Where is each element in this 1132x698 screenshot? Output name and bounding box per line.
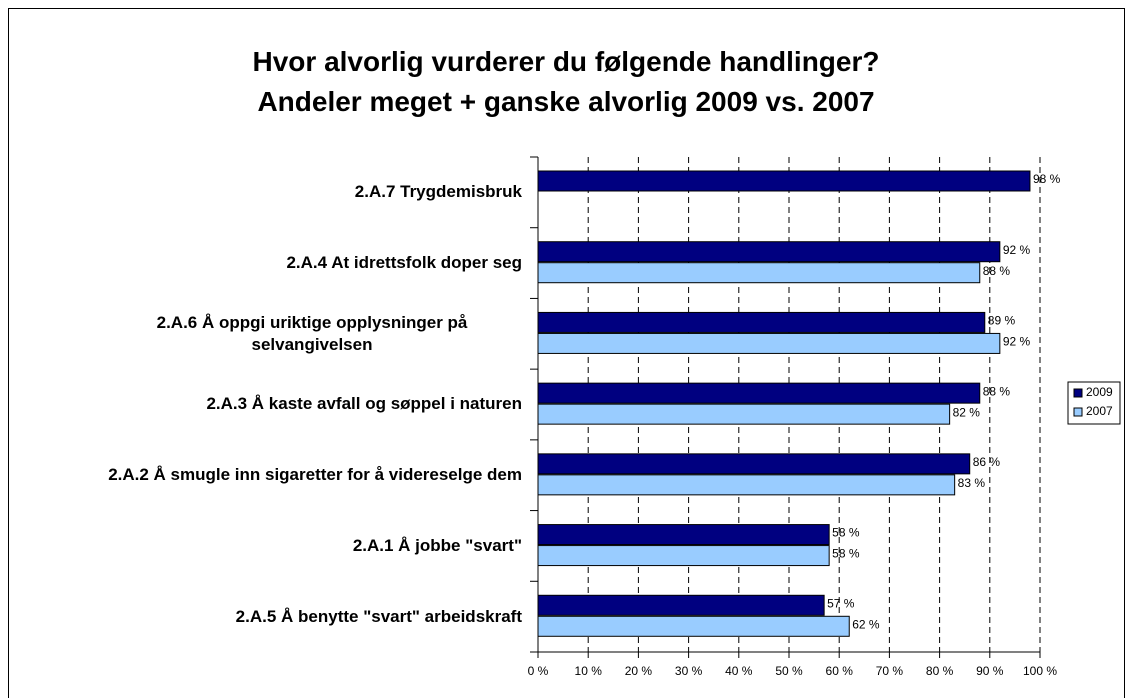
legend-label: 2009 <box>1086 385 1113 399</box>
legend-swatch <box>1073 407 1083 417</box>
x-tick-label: 20 % <box>625 664 653 678</box>
bar <box>537 615 850 637</box>
bar <box>537 453 971 475</box>
bar <box>537 241 1001 263</box>
x-tick-label: 90 % <box>976 664 1004 678</box>
x-tick-label: 80 % <box>926 664 954 678</box>
y-tick-label-text: 2.A.4 At idrettsfolk doper seg <box>286 253 522 273</box>
y-tick-label-text: 2.A.6 Å oppgi uriktige opplysninger på s… <box>156 312 468 354</box>
value-label: 58 % <box>832 547 860 561</box>
bar <box>537 403 951 425</box>
value-label: 92 % <box>1003 243 1031 257</box>
y-tick-label-text: 2.A.7 Trygdemisbruk <box>354 182 522 202</box>
value-label: 58 % <box>832 526 860 540</box>
x-tick-label: 50 % <box>775 664 803 678</box>
y-tick-label: 2.A.2 Å smugle inn sigaretter for å vide… <box>102 445 522 506</box>
y-tick-label: 2.A.3 Å kaste avfall og søppel i naturen <box>102 374 522 435</box>
bar <box>537 524 830 546</box>
frame <box>8 8 1125 698</box>
bar <box>537 474 956 496</box>
value-label: 82 % <box>953 405 981 419</box>
bar <box>537 545 830 567</box>
value-label: 86 % <box>973 455 1001 469</box>
x-tick-label: 100 % <box>1023 664 1057 678</box>
value-label: 89 % <box>988 314 1016 328</box>
value-label: 88 % <box>983 384 1011 398</box>
y-tick-label: 2.A.6 Å oppgi uriktige opplysninger på s… <box>102 303 522 364</box>
y-tick-label-text: 2.A.5 Å benytte "svart" arbeidskraft <box>235 606 522 626</box>
x-tick-label: 30 % <box>675 664 703 678</box>
legend-box <box>1067 381 1121 425</box>
legend-label: 2007 <box>1086 404 1113 418</box>
bar <box>537 311 986 333</box>
value-label: 88 % <box>983 264 1011 278</box>
y-tick-label: 2.A.5 Å benytte "svart" arbeidskraft <box>102 586 522 647</box>
value-label: 83 % <box>958 476 986 490</box>
x-tick-label: 40 % <box>725 664 753 678</box>
bar <box>537 170 1031 192</box>
legend-swatch <box>1073 388 1083 398</box>
y-tick-label: 2.A.1 Å jobbe "svart" <box>102 516 522 577</box>
chart-title: Andeler meget + ganske alvorlig 2009 vs.… <box>257 86 875 117</box>
y-tick-label-text: 2.A.2 Å smugle inn sigaretter for å vide… <box>108 465 522 485</box>
y-tick-label-text: 2.A.3 Å kaste avfall og søppel i naturen <box>206 394 522 414</box>
y-tick-label-text: 2.A.1 Å jobbe "svart" <box>352 535 522 555</box>
value-label: 98 % <box>1033 172 1061 186</box>
value-label: 62 % <box>852 617 880 631</box>
chart-title: Hvor alvorlig vurderer du følgende handl… <box>252 46 880 77</box>
x-tick-label: 60 % <box>826 664 854 678</box>
value-label: 57 % <box>827 596 855 610</box>
x-tick-label: 70 % <box>876 664 904 678</box>
bar <box>537 594 825 616</box>
value-label: 92 % <box>1003 335 1031 349</box>
x-tick-label: 0 % <box>528 664 549 678</box>
bar <box>537 262 981 284</box>
bar <box>537 382 981 404</box>
y-tick-label: 2.A.7 Trygdemisbruk <box>102 162 522 223</box>
x-tick-label: 10 % <box>575 664 603 678</box>
bar <box>537 332 1001 354</box>
y-tick-label: 2.A.4 At idrettsfolk doper seg <box>102 233 522 294</box>
